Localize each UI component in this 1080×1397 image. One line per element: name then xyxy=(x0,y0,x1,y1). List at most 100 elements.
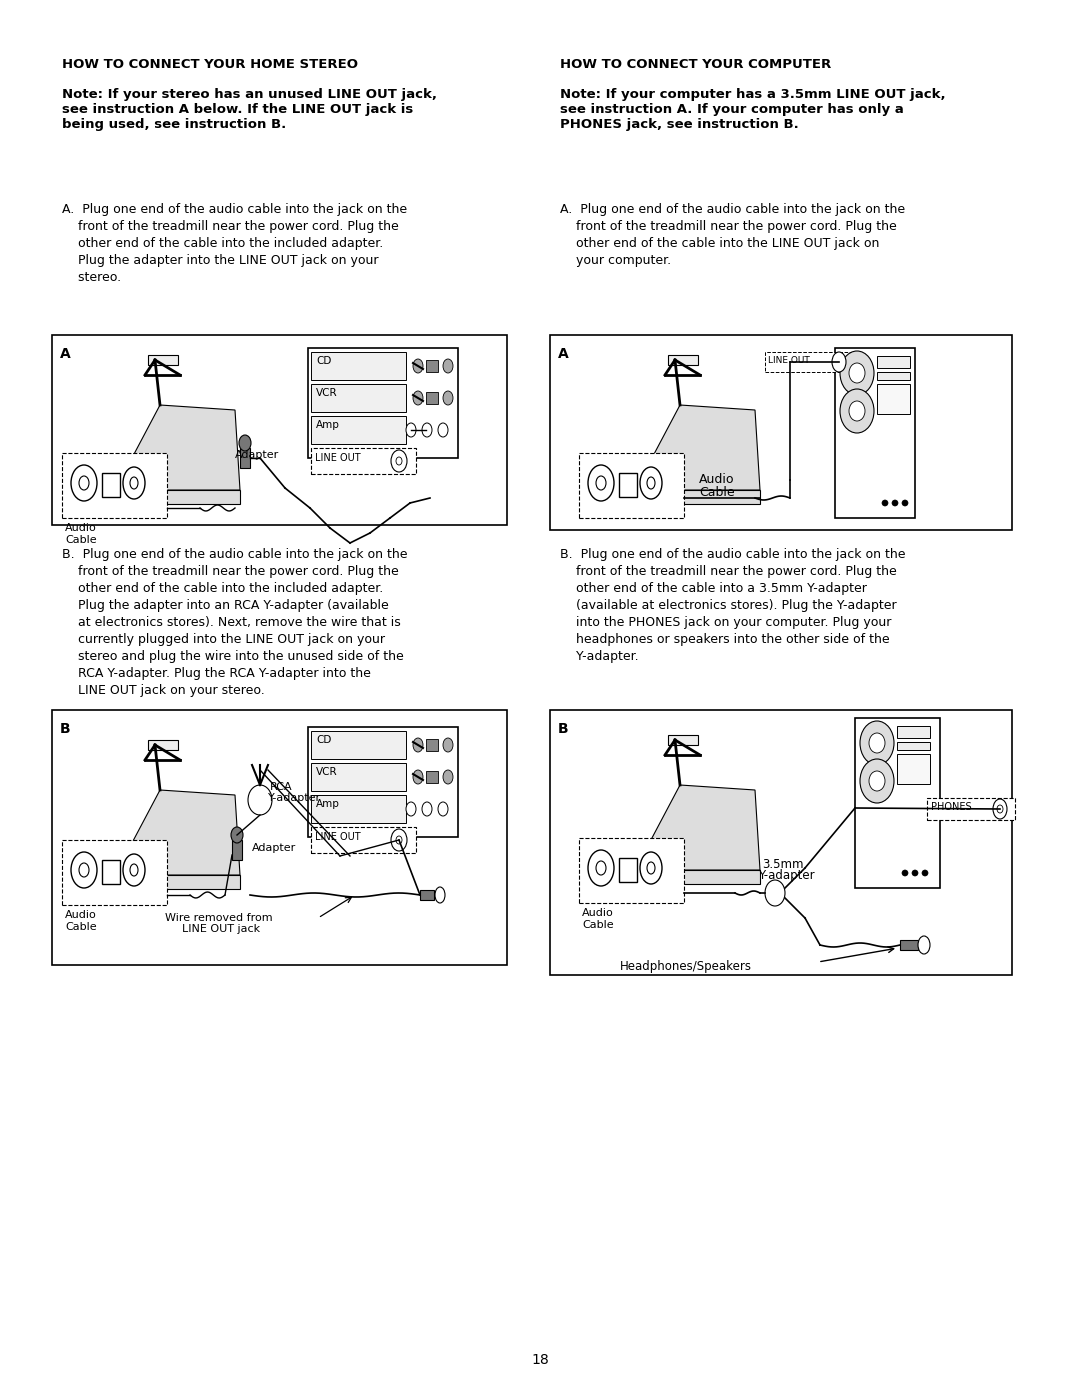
Text: stereo and plug the wire into the unused side of the: stereo and plug the wire into the unused… xyxy=(62,650,404,664)
Text: Y-adapter: Y-adapter xyxy=(268,793,321,803)
Ellipse shape xyxy=(882,500,888,506)
Bar xyxy=(877,372,910,380)
Text: PHONES: PHONES xyxy=(931,802,972,812)
Ellipse shape xyxy=(596,861,606,875)
Ellipse shape xyxy=(413,359,423,373)
Ellipse shape xyxy=(849,363,865,383)
Ellipse shape xyxy=(892,500,897,506)
Ellipse shape xyxy=(79,863,89,877)
Bar xyxy=(897,726,930,738)
Text: Plug the adapter into an RCA Y-adapter (available: Plug the adapter into an RCA Y-adapter (… xyxy=(62,599,389,612)
Bar xyxy=(765,352,853,372)
Bar xyxy=(110,875,240,888)
Text: Audio: Audio xyxy=(65,909,97,921)
Ellipse shape xyxy=(918,936,930,954)
Ellipse shape xyxy=(413,738,423,752)
Bar xyxy=(855,718,940,888)
Text: Headphones/Speakers: Headphones/Speakers xyxy=(620,960,752,972)
Text: Audio: Audio xyxy=(65,522,97,534)
Text: VCR: VCR xyxy=(316,388,338,398)
Text: B.  Plug one end of the audio cable into the jack on the: B. Plug one end of the audio cable into … xyxy=(561,548,905,562)
Ellipse shape xyxy=(647,476,654,489)
Ellipse shape xyxy=(422,423,432,437)
Text: front of the treadmill near the power cord. Plug the: front of the treadmill near the power co… xyxy=(561,564,896,578)
Bar xyxy=(308,726,458,837)
Ellipse shape xyxy=(413,391,423,405)
Ellipse shape xyxy=(588,465,615,502)
Bar xyxy=(308,348,458,458)
Ellipse shape xyxy=(391,450,407,472)
Text: A: A xyxy=(60,346,71,360)
Ellipse shape xyxy=(406,423,416,437)
Ellipse shape xyxy=(640,852,662,884)
Text: Audio: Audio xyxy=(699,474,734,486)
Ellipse shape xyxy=(130,476,138,489)
Text: other end of the cable into a 3.5mm Y-adapter: other end of the cable into a 3.5mm Y-ad… xyxy=(561,583,867,595)
Bar xyxy=(311,731,406,759)
Bar xyxy=(311,384,406,412)
Ellipse shape xyxy=(71,465,97,502)
Text: front of the treadmill near the power cord. Plug the: front of the treadmill near the power co… xyxy=(561,219,896,233)
Ellipse shape xyxy=(438,802,448,816)
Text: headphones or speakers into the other side of the: headphones or speakers into the other si… xyxy=(561,633,890,645)
Bar xyxy=(420,890,434,900)
Bar xyxy=(62,453,167,518)
Bar xyxy=(311,416,406,444)
Bar xyxy=(669,355,698,365)
Ellipse shape xyxy=(396,457,402,465)
Ellipse shape xyxy=(869,733,885,753)
Bar xyxy=(630,870,760,884)
Text: front of the treadmill near the power cord. Plug the: front of the treadmill near the power co… xyxy=(62,564,399,578)
Ellipse shape xyxy=(832,352,846,372)
Bar xyxy=(148,355,178,365)
Text: CD: CD xyxy=(316,356,332,366)
Bar xyxy=(110,490,240,504)
Ellipse shape xyxy=(443,391,453,405)
Text: RCA Y-adapter. Plug the RCA Y-adapter into the: RCA Y-adapter. Plug the RCA Y-adapter in… xyxy=(62,666,370,680)
Bar xyxy=(311,795,406,823)
Bar xyxy=(927,798,1015,820)
Bar xyxy=(579,453,684,518)
Text: Y-adapter.: Y-adapter. xyxy=(561,650,638,664)
Bar xyxy=(102,861,120,884)
Bar xyxy=(897,742,930,750)
Text: B: B xyxy=(60,722,70,736)
Ellipse shape xyxy=(422,802,432,816)
Text: A.  Plug one end of the audio cable into the jack on the: A. Plug one end of the audio cable into … xyxy=(561,203,905,217)
Bar xyxy=(148,740,178,750)
Text: other end of the cable into the included adapter.: other end of the cable into the included… xyxy=(62,583,383,595)
Ellipse shape xyxy=(435,887,445,902)
Text: RCA: RCA xyxy=(270,782,293,792)
Bar xyxy=(311,827,416,854)
Text: HOW TO CONNECT YOUR HOME STEREO: HOW TO CONNECT YOUR HOME STEREO xyxy=(62,59,357,71)
Ellipse shape xyxy=(391,828,407,851)
Text: currently plugged into the LINE OUT jack on your: currently plugged into the LINE OUT jack… xyxy=(62,633,384,645)
Ellipse shape xyxy=(71,852,97,888)
Bar xyxy=(62,840,167,905)
Text: Note: If your stereo has an unused LINE OUT jack,
see instruction A below. If th: Note: If your stereo has an unused LINE … xyxy=(62,88,437,131)
Ellipse shape xyxy=(860,759,894,803)
Ellipse shape xyxy=(123,854,145,886)
Polygon shape xyxy=(635,405,760,490)
Ellipse shape xyxy=(413,770,423,784)
Polygon shape xyxy=(114,405,240,490)
Bar xyxy=(52,710,507,965)
Text: other end of the cable into the LINE OUT jack on: other end of the cable into the LINE OUT… xyxy=(561,237,879,250)
Text: Adapter: Adapter xyxy=(235,450,280,460)
Text: Note: If your computer has a 3.5mm LINE OUT jack,
see instruction A. If your com: Note: If your computer has a 3.5mm LINE … xyxy=(561,88,946,131)
Bar xyxy=(52,335,507,525)
Bar xyxy=(900,940,918,950)
Bar xyxy=(630,490,760,504)
Ellipse shape xyxy=(902,870,908,876)
Bar xyxy=(240,448,249,468)
Bar xyxy=(426,771,438,782)
Text: other end of the cable into the included adapter.: other end of the cable into the included… xyxy=(62,237,383,250)
Bar xyxy=(619,858,637,882)
Text: LINE OUT: LINE OUT xyxy=(315,453,361,462)
Polygon shape xyxy=(114,789,240,875)
Text: LINE OUT: LINE OUT xyxy=(768,356,810,365)
Text: Cable: Cable xyxy=(699,486,734,499)
Ellipse shape xyxy=(912,870,918,876)
Bar xyxy=(835,348,915,518)
Bar xyxy=(426,393,438,404)
